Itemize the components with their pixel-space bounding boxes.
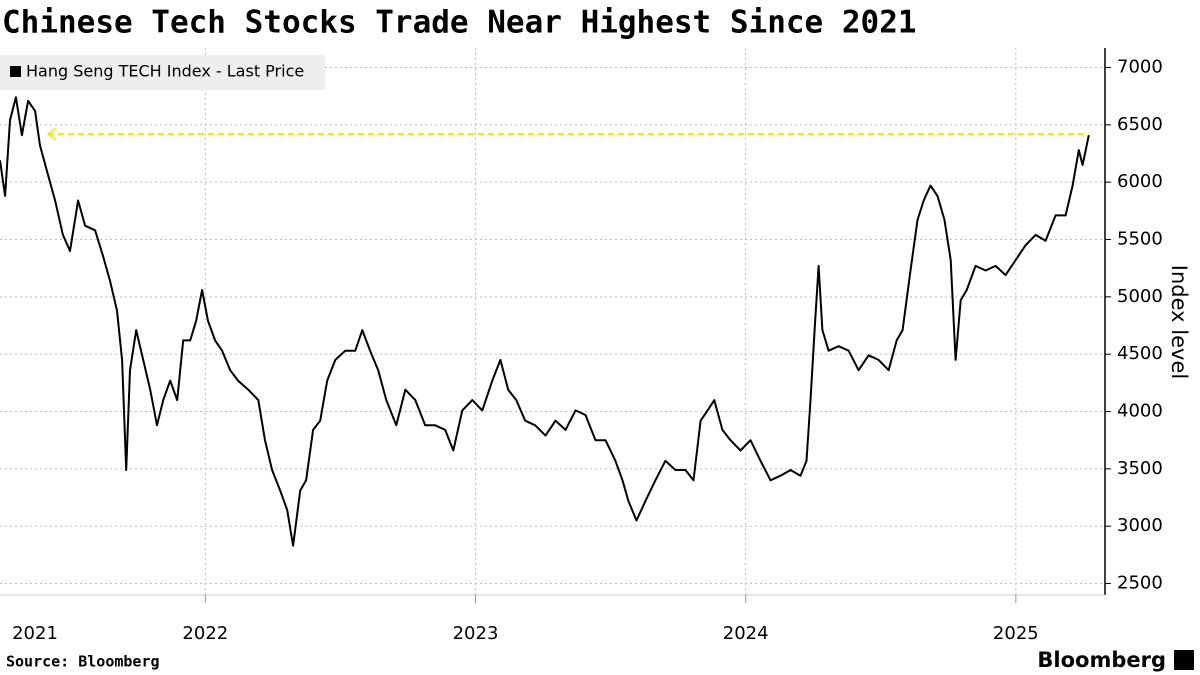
y-tick-label: 7000: [1117, 56, 1163, 77]
x-tick-label: 2022: [182, 623, 228, 644]
x-tick-label: 2025: [993, 623, 1039, 644]
y-axis-label: Index level: [1167, 265, 1191, 379]
x-tick-label: 2024: [723, 623, 769, 644]
y-tick-label: 6500: [1117, 114, 1163, 135]
brand-icon: [1174, 650, 1194, 670]
y-tick-label: 4500: [1117, 343, 1163, 364]
line-series: [0, 96, 1090, 547]
legend-label: Hang Seng TECH Index - Last Price: [26, 62, 304, 81]
x-tick-label: 2021: [12, 623, 58, 644]
legend-box: [0, 55, 325, 90]
legend-swatch: [10, 66, 21, 77]
source: Source: Bloomberg: [6, 653, 160, 671]
y-tick-label: 3500: [1117, 458, 1163, 479]
y-tick-label: 6000: [1117, 171, 1163, 192]
y-tick-label: 4000: [1117, 401, 1163, 422]
chart-title: Chinese Tech Stocks Trade Near Highest S…: [2, 5, 917, 41]
y-tick-label: 2500: [1117, 573, 1163, 594]
y-tick-label: 3000: [1117, 515, 1163, 536]
reference-arrow: [46, 127, 57, 141]
x-tick-label: 2023: [453, 623, 499, 644]
brand: Bloomberg: [1037, 648, 1166, 672]
y-tick-label: 5500: [1117, 229, 1163, 250]
y-tick-label: 5000: [1117, 286, 1163, 307]
